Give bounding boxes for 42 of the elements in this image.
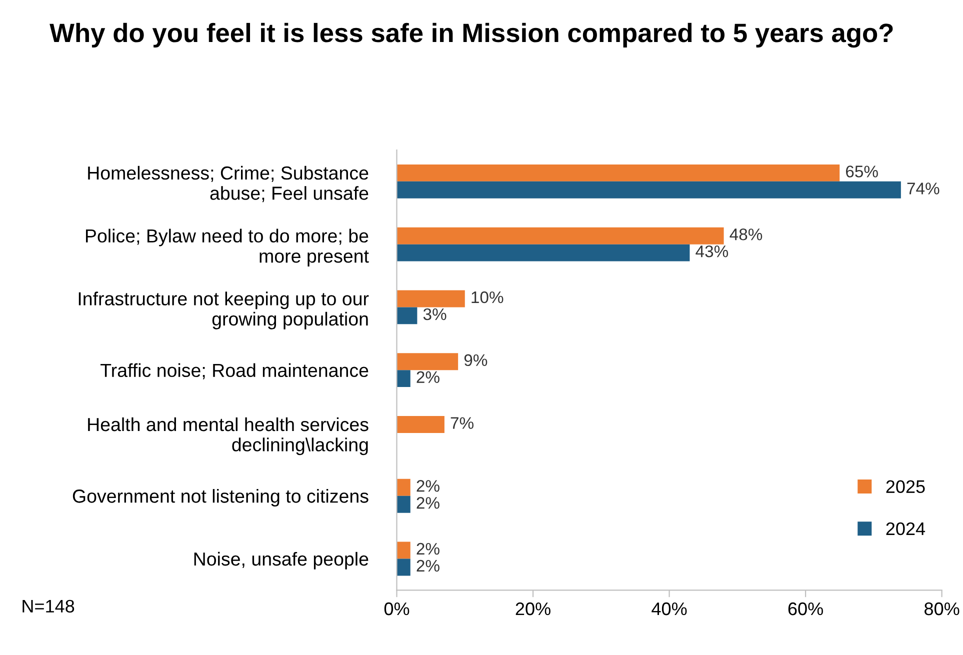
- bar: [396, 181, 901, 198]
- y-tick-label: Infrastructure not keeping up to our growing population: [78, 292, 369, 330]
- bar: [396, 164, 840, 182]
- data-label: 2%: [416, 480, 440, 492]
- y-tick-label: Health and mental health services declining\lacking: [88, 417, 368, 456]
- data-label: 43%: [696, 245, 728, 258]
- y-tick-label: Noise, unsafe people: [194, 552, 368, 570]
- y-tick-label: Traffic noise; Road maintenance: [100, 363, 368, 380]
- legend-label: 2025: [886, 480, 925, 494]
- y-tick-label: Government not listening to citizens: [72, 489, 368, 507]
- bar: [396, 558, 410, 576]
- data-label: 2%: [416, 371, 440, 383]
- bar: [396, 244, 690, 262]
- data-label: 2%: [416, 560, 440, 572]
- data-label: 7%: [450, 417, 474, 429]
- data-label: 74%: [907, 182, 940, 194]
- chart-title: Why do you feel it is less safe in Mission compared to 5 years ago?: [50, 22, 893, 48]
- bar: [396, 542, 410, 559]
- data-label: 2%: [416, 496, 440, 509]
- data-label: 3%: [423, 308, 446, 320]
- y-tick-label: Homelessness; Crime; Substance abuse; Feel unsafe: [88, 166, 368, 202]
- x-tick-label: 80%: [924, 602, 960, 616]
- data-label: 10%: [472, 291, 504, 304]
- data-label: 65%: [846, 166, 878, 178]
- x-tick-label: 40%: [652, 602, 687, 616]
- x-tick-label: 60%: [788, 602, 823, 616]
- data-label: 9%: [464, 354, 488, 366]
- bar: [396, 416, 444, 433]
- bar: [396, 290, 465, 308]
- bar: [396, 307, 418, 324]
- bar: [396, 370, 410, 388]
- y-tick-label: Police; Bylaw need to do more; be more present: [86, 228, 369, 266]
- x-tick-label: 20%: [516, 602, 550, 616]
- legend-label: 2024: [886, 522, 926, 536]
- bar: [396, 496, 410, 513]
- bar: [396, 478, 410, 496]
- data-label: 48%: [730, 228, 762, 240]
- bar: [396, 353, 458, 370]
- data-label: 2%: [416, 542, 440, 555]
- x-tick-label: 0%: [384, 602, 410, 616]
- text: N=148: [22, 600, 74, 613]
- bar: [396, 227, 724, 244]
